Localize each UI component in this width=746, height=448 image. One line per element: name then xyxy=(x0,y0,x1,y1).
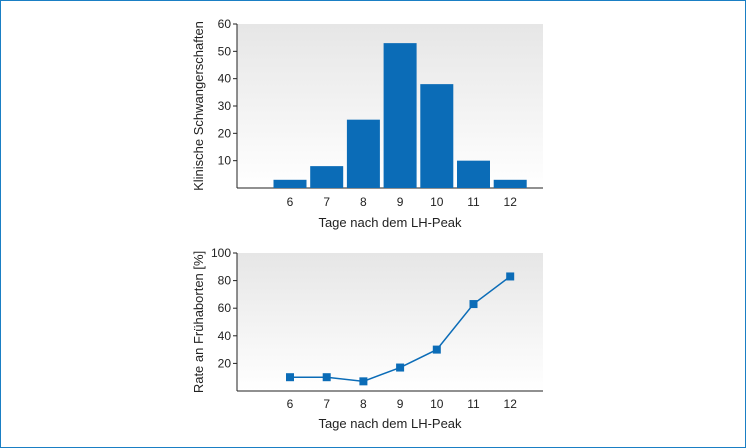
line-chart-x-tick-label: 8 xyxy=(360,397,367,411)
bar-chart-x-tick-label: 10 xyxy=(430,195,444,209)
line-point-9 xyxy=(396,363,405,372)
line-point-6 xyxy=(286,373,294,382)
bar-chart-y-tick-label: 10 xyxy=(218,154,232,168)
line-chart-y-axis-label: Rate an Frühaborten [%] xyxy=(191,251,206,393)
line-point-12 xyxy=(506,272,515,281)
bar-chart-y-tick-label: 40 xyxy=(218,72,232,86)
bar-10 xyxy=(420,84,454,188)
bar-8 xyxy=(346,119,380,188)
line-point-11 xyxy=(469,300,478,309)
bar-chart-x-tick-label: 6 xyxy=(287,195,294,209)
bar-chart-x-tick-label: 11 xyxy=(467,195,480,209)
line-chart-x-tick-label: 6 xyxy=(287,397,294,411)
bar-chart-x-tick-label: 7 xyxy=(323,195,330,209)
line-point-8 xyxy=(359,377,368,386)
bar-chart-x-tick-label: 9 xyxy=(397,195,404,209)
bar-12 xyxy=(493,179,527,188)
bar-9 xyxy=(383,43,417,189)
bar-chart-x-axis-label: Tage nach dem LH-Peak xyxy=(318,215,462,230)
bar-chart-y-axis-label: Klinische Schwangerschaften xyxy=(191,21,206,191)
bar-11 xyxy=(457,160,490,188)
line-chart-y-tick-label: 40 xyxy=(218,329,232,343)
line-chart-y-tick-label: 20 xyxy=(218,356,232,370)
bar-7 xyxy=(310,166,344,188)
line-chart-y-tick-label: 100 xyxy=(211,246,231,260)
bar-chart-x-tick-label: 12 xyxy=(504,195,518,209)
line-chart-y-tick-label: 60 xyxy=(218,301,232,315)
line-point-7 xyxy=(322,373,331,382)
line-chart-x-tick-label: 11 xyxy=(467,397,480,411)
line-chart-x-tick-label: 10 xyxy=(430,397,444,411)
bar-chart-x-tick-label: 8 xyxy=(360,195,367,209)
line-chart-plot-area xyxy=(237,253,543,391)
bar-chart-y-tick-label: 50 xyxy=(218,44,232,58)
bar-chart-y-tick-label: 20 xyxy=(218,126,232,140)
line-chart-y-tick-label: 80 xyxy=(218,274,232,288)
line-chart: 20 40 60 80 100 6 7 8 9 10 11 12 Tage nach dem LH-… xyxy=(191,246,543,431)
bar-chart: 10 20 30 40 50 60 6 7 8 9 10 11 12 Tage nach dem LH… xyxy=(191,17,543,230)
line-chart-x-tick-label: 7 xyxy=(323,397,330,411)
line-point-10 xyxy=(432,345,441,354)
line-chart-x-axis-label: Tage nach dem LH-Peak xyxy=(318,416,462,431)
bar-6 xyxy=(273,179,307,188)
line-chart-x-tick-label: 9 xyxy=(397,397,404,411)
line-chart-x-tick-label: 12 xyxy=(504,397,518,411)
bar-chart-y-tick-label: 60 xyxy=(218,17,232,31)
bar-chart-y-tick-label: 30 xyxy=(218,99,232,113)
